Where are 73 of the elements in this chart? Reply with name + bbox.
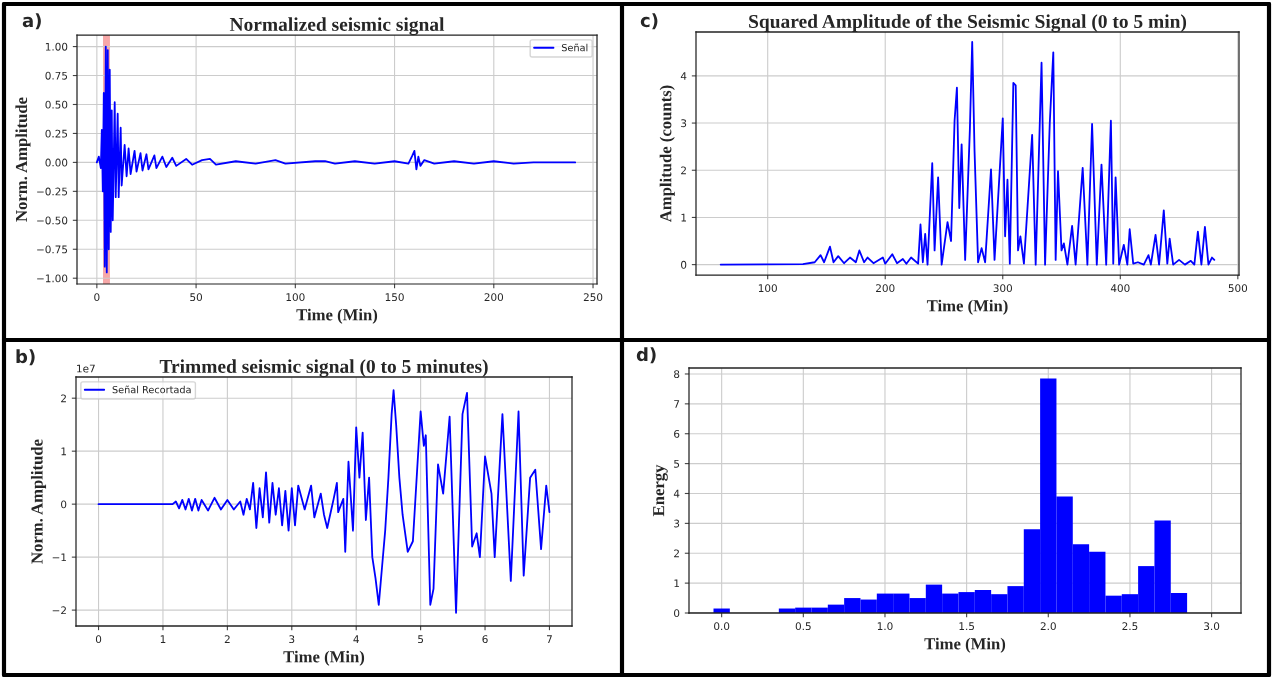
x-tick-label: 250 <box>583 293 603 302</box>
y-tick-label: 0 <box>681 260 687 269</box>
x-tick-label: 1.0 <box>877 622 893 631</box>
x-tick-label: 200 <box>484 293 504 302</box>
x-tick-label: 2.5 <box>1122 622 1138 631</box>
chart-title: Squared Amplitude of the Seismic Signal (0 to 5 min) <box>749 14 1187 33</box>
y-axis-title: Amplitude (counts) <box>659 85 675 223</box>
line-series <box>719 41 1216 266</box>
y-tick-label: 0.25 <box>45 129 68 138</box>
y-axis-title: Energy <box>653 464 668 517</box>
x-tick-label: 2 <box>224 635 230 643</box>
x-tick-label: 50 <box>190 293 203 302</box>
y-tick-label: −0.50 <box>37 216 68 225</box>
y-tick-label: −0.75 <box>37 245 68 254</box>
x-axis-title: Time (Min) <box>926 299 1008 315</box>
x-tick-label: 4 <box>353 635 359 643</box>
y-tick-label: 1.00 <box>45 42 68 51</box>
y-tick-label: 1 <box>674 579 680 588</box>
x-tick-label: 150 <box>385 293 404 302</box>
y-tick-label: 5 <box>674 459 680 468</box>
x-tick-label: 0 <box>94 293 100 302</box>
y-axis-title: Norm. Amplitude <box>30 439 47 564</box>
y-tick-label: 3 <box>674 519 680 528</box>
y-tick-label: 1 <box>61 447 67 456</box>
legend-label: Señal Recortada <box>112 385 191 394</box>
text: c) <box>640 13 658 30</box>
y-tick-label: 0 <box>61 500 67 509</box>
x-tick-label: 100 <box>286 293 305 302</box>
chart-title: Trimmed seismic signal (0 to 5 minutes) <box>159 359 488 378</box>
x-tick-label: 7 <box>547 635 552 643</box>
y-tick-label: 2 <box>674 549 679 558</box>
y-tick-label: 4 <box>680 72 687 80</box>
y-tick-label: 0 <box>674 609 680 618</box>
x-tick-label: 5 <box>418 635 424 644</box>
x-axis-title: Time (Min) <box>924 637 1006 653</box>
y-tick-label: 8 <box>674 370 680 379</box>
y-tick-label: −0.25 <box>37 187 68 196</box>
chart-title: Normalized seismic signal <box>229 17 445 36</box>
y-tick-label: −1.00 <box>37 274 68 283</box>
y-tick-label: 2 <box>681 166 686 175</box>
y-tick-label: 2 <box>61 394 66 403</box>
text: d) <box>636 347 656 364</box>
x-axis-title: Time (Min) <box>283 650 365 666</box>
legend-label: Señal <box>561 43 588 52</box>
y-tick-label: 0.50 <box>45 100 68 109</box>
x-axis-title: Time (Min) <box>296 308 378 324</box>
y-tick-label: 7 <box>674 400 680 408</box>
x-tick-label: 3.0 <box>1204 622 1220 631</box>
x-tick-label: 300 <box>993 284 1013 293</box>
x-tick-label: 0.5 <box>795 622 811 631</box>
text: 1e7 <box>77 364 95 373</box>
y-tick-label: 3 <box>681 119 687 128</box>
x-tick-label: 3 <box>289 635 295 644</box>
x-tick-label: 500 <box>1228 284 1248 293</box>
x-tick-label: 0 <box>95 635 102 644</box>
x-tick-label: 0.0 <box>714 622 730 631</box>
text: b) <box>16 349 35 366</box>
y-axis-title: Norm. Amplitude <box>15 97 31 222</box>
x-tick-label: 2.0 <box>1040 622 1056 631</box>
x-tick-label: 100 <box>758 284 777 293</box>
x-tick-label: 200 <box>876 284 895 293</box>
y-tick-label: −2 <box>52 606 66 615</box>
y-tick-label: 0.75 <box>45 71 68 80</box>
y-tick-label: 4 <box>673 489 680 498</box>
text: a) <box>22 13 41 30</box>
x-tick-label: 6 <box>482 635 488 644</box>
y-tick-label: 1 <box>681 213 687 222</box>
y-tick-label: 6 <box>674 429 680 438</box>
x-tick-label: 1.5 <box>959 622 975 631</box>
y-tick-label: −1 <box>52 553 67 562</box>
y-tick-label: 0.00 <box>45 158 68 167</box>
x-tick-label: 1 <box>160 635 166 643</box>
x-tick-label: 400 <box>1110 284 1130 293</box>
